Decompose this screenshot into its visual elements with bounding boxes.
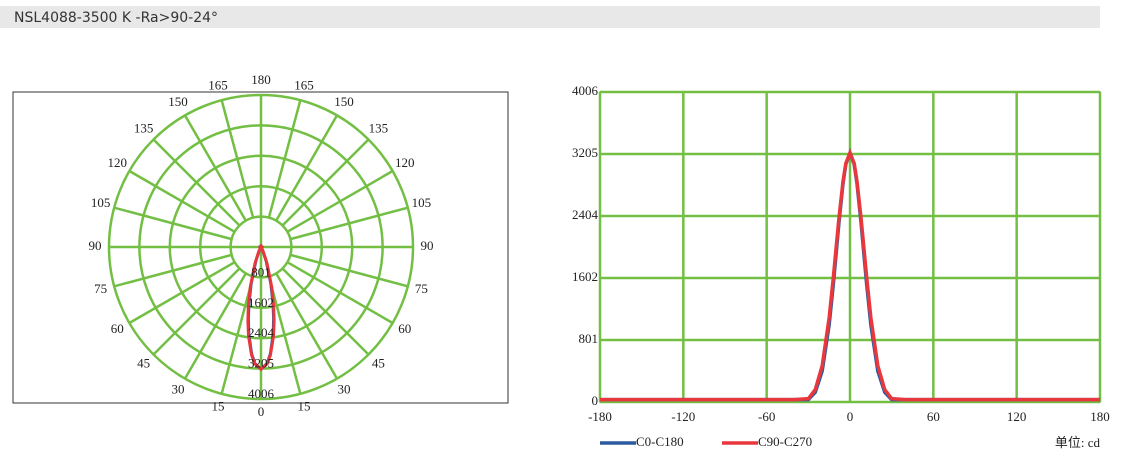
spoke (290, 253, 409, 288)
angle-label: 45 (137, 355, 150, 370)
y-tick-label: 801 (579, 331, 599, 346)
spoke (290, 206, 409, 241)
legend-label: C0-C180 (636, 434, 684, 449)
angle-label: 90 (89, 238, 102, 253)
angle-label: 60 (398, 321, 411, 336)
angle-label: 90 (421, 238, 434, 253)
angle-label: 120 (107, 155, 127, 170)
angle-label: 105 (412, 195, 432, 210)
angle-label: 120 (395, 155, 415, 170)
spoke (113, 206, 232, 241)
r-tick-label: 801 (251, 264, 271, 279)
spoke (128, 261, 236, 325)
y-tick-label: 2404 (572, 207, 599, 222)
r-tick-label: 4006 (248, 386, 275, 401)
r-tick-label: 2404 (248, 325, 275, 340)
angle-label: 135 (369, 121, 389, 136)
y-tick-label: 4006 (572, 83, 599, 98)
angle-label: 0 (258, 404, 265, 419)
header-bar (0, 6, 1100, 28)
angle-label: 30 (172, 382, 185, 397)
x-tick-label: -180 (588, 409, 612, 424)
angle-label: 15 (297, 398, 310, 413)
angle-label: 75 (415, 281, 428, 296)
y-tick-label: 1602 (572, 269, 598, 284)
spoke (183, 114, 247, 222)
angle-label: 45 (372, 355, 385, 370)
spoke (281, 138, 370, 227)
legend-label: C90-C270 (758, 434, 812, 449)
angle-label: 60 (111, 321, 124, 336)
x-tick-label: 120 (1007, 409, 1027, 424)
angle-label: 30 (338, 382, 351, 397)
polar-frame (12, 91, 509, 404)
spoke (113, 253, 232, 288)
r-tick-label: 3205 (248, 356, 274, 371)
angle-label: 15 (212, 398, 225, 413)
polar-curve (246, 243, 276, 372)
spoke (275, 272, 339, 380)
spoke (220, 99, 255, 218)
angle-label: 150 (168, 94, 188, 109)
angle-label: 150 (334, 94, 354, 109)
x-tick-label: 180 (1090, 409, 1110, 424)
spoke (152, 267, 241, 356)
spoke (152, 138, 241, 227)
angle-label: 180 (251, 72, 271, 87)
x-tick-label: 60 (927, 409, 940, 424)
spoke (286, 261, 394, 325)
series-line (600, 148, 1100, 402)
spoke (281, 267, 370, 356)
spoke (275, 114, 339, 222)
spoke (128, 169, 236, 233)
angle-label: 135 (134, 121, 154, 136)
r-tick-label: 1602 (248, 295, 274, 310)
angle-label: 75 (94, 281, 107, 296)
spoke (286, 169, 394, 233)
spoke (183, 272, 247, 380)
spoke (267, 99, 302, 218)
angle-label: 165 (208, 78, 228, 93)
header-title: NSL4088-3500 K -Ra>90-24° (14, 10, 218, 26)
x-tick-label: -120 (671, 409, 695, 424)
angle-label: 105 (91, 195, 111, 210)
angle-label: 165 (294, 78, 314, 93)
x-tick-label: -60 (758, 409, 775, 424)
x-tick-label: 0 (847, 409, 854, 424)
unit-label: 单位: cd (1055, 435, 1101, 450)
y-tick-label: 0 (592, 393, 599, 408)
y-tick-label: 3205 (572, 145, 598, 160)
